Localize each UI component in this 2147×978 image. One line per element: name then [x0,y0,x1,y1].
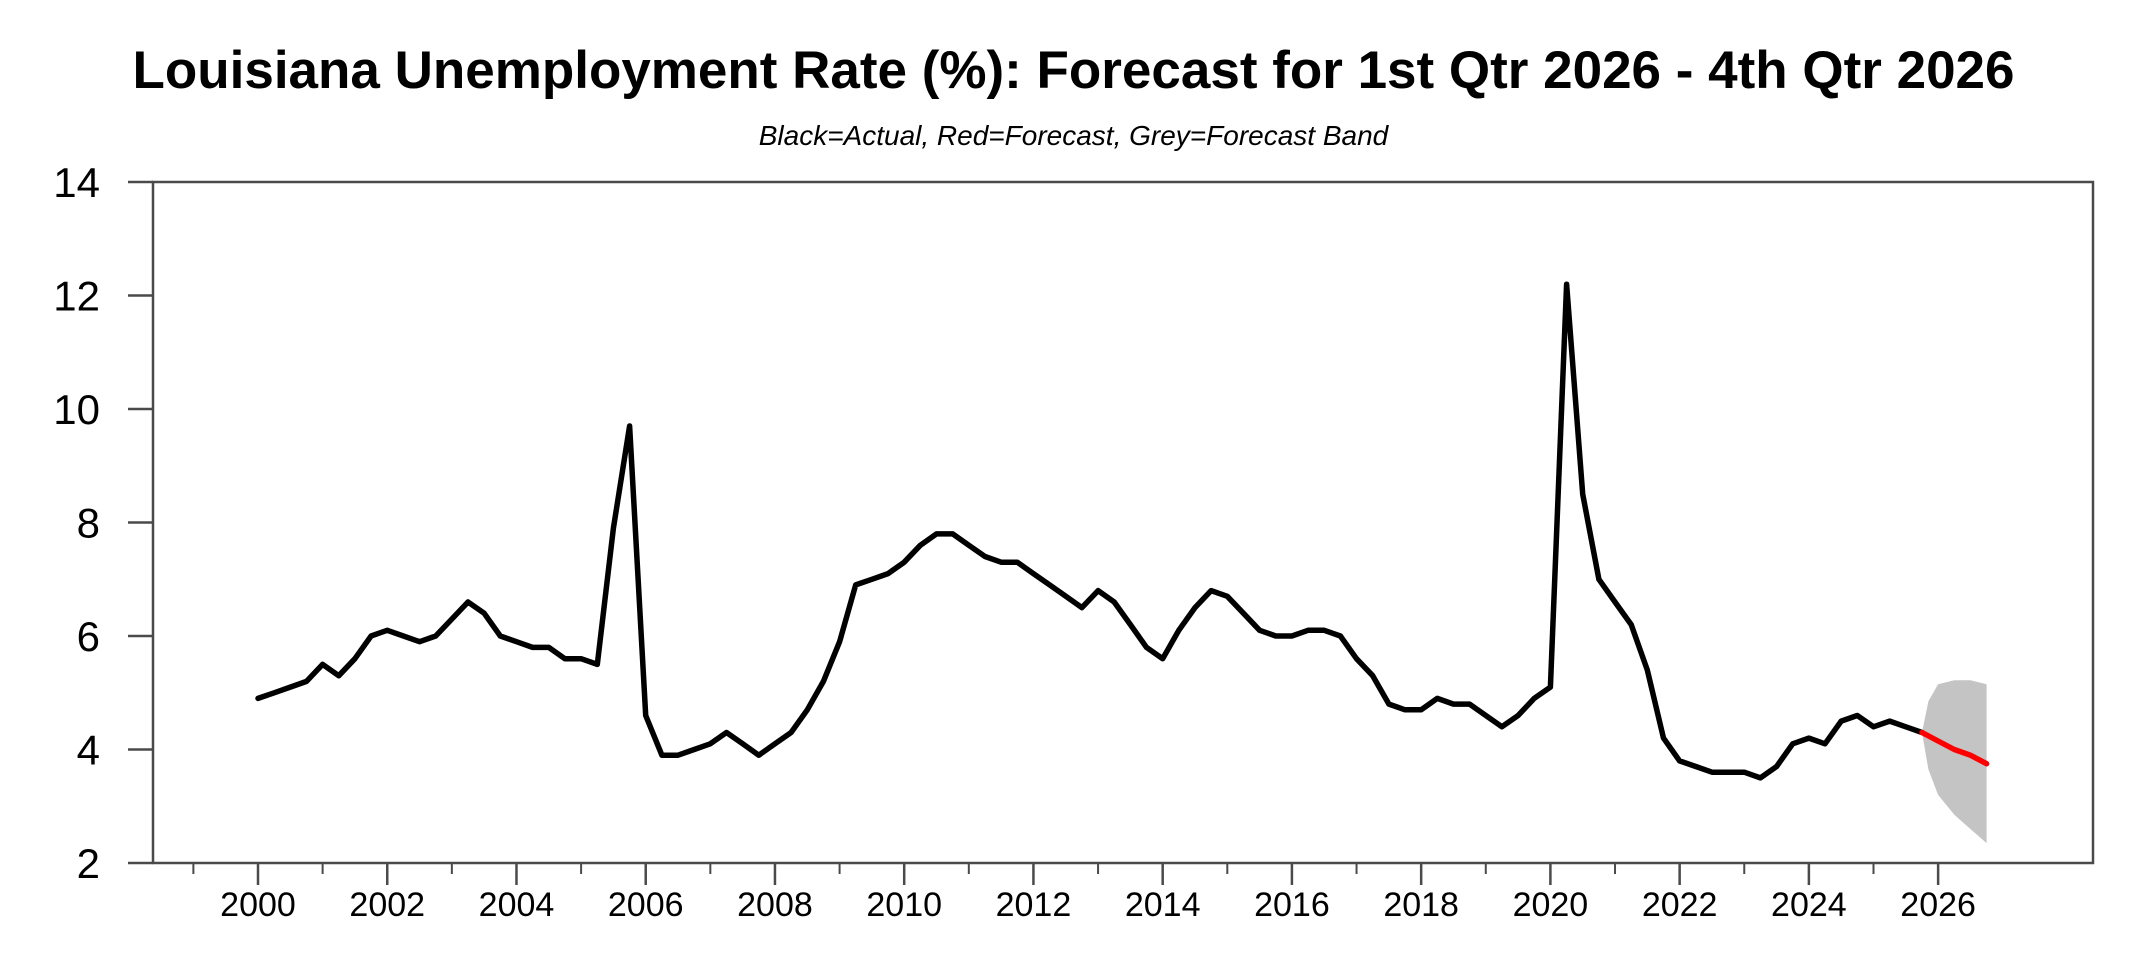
series-layer [255,281,1990,781]
y-tick-label-6: 6 [77,613,100,660]
forecast-band [1922,680,1987,844]
y-tick-label-8: 8 [77,500,100,547]
y-tick-label-10: 10 [53,386,100,433]
y-tick-label-4: 4 [77,727,100,774]
chart-title: Louisiana Unemployment Rate (%): Forecas… [132,41,2015,100]
actual-line [255,281,1925,781]
x-tick-label-2004: 2004 [479,886,555,924]
x-tick-label-2022: 2022 [1642,886,1718,924]
x-tick-label-2008: 2008 [737,886,813,924]
x-tick-label-2026: 2026 [1900,886,1976,924]
x-tick-label-2010: 2010 [866,886,942,924]
x-tick-label-2014: 2014 [1125,886,1201,924]
x-tick-label-2018: 2018 [1383,886,1459,924]
x-tick-label-2000: 2000 [220,886,296,924]
x-tick-label-2006: 2006 [608,886,684,924]
x-tick-label-2020: 2020 [1513,886,1589,924]
y-tick-label-14: 14 [53,159,100,206]
forecast-line [1919,729,1990,767]
chart-subtitle: Black=Actual, Red=Forecast, Grey=Forecas… [758,120,1389,151]
x-tick-label-2024: 2024 [1771,886,1847,924]
y-tick-label-12: 12 [53,273,100,320]
x-tick-label-2002: 2002 [349,886,425,924]
x-tick-label-2012: 2012 [996,886,1072,924]
x-tick-label-2016: 2016 [1254,886,1330,924]
y-tick-label-2: 2 [77,840,100,887]
forecast-band-layer [1922,680,1987,844]
plot-border [151,180,2095,865]
tick-label-layer: 2 4 6 8 10 12 14 2000 2002 2004 2006 2008 2010 2012 20… [53,159,1976,924]
axis-layer [128,180,2095,885]
